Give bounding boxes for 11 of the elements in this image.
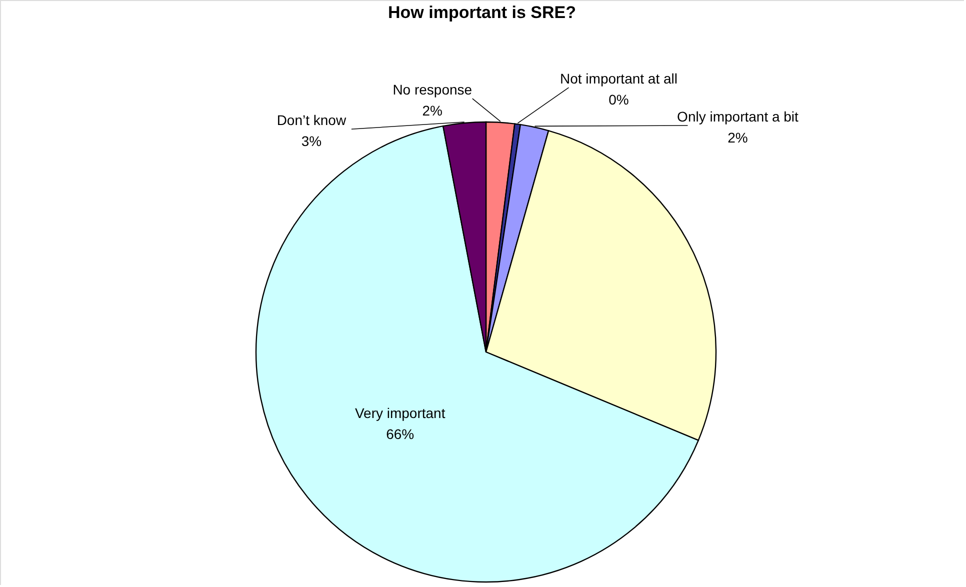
data-label: 3% <box>301 133 322 150</box>
data-label: 2% <box>728 130 748 146</box>
slice-label: No response <box>392 82 472 98</box>
slice-label: Don’t know <box>276 112 347 128</box>
slice-label: Not important at all <box>560 70 678 87</box>
slice-label: Very important <box>354 404 446 421</box>
slice-label: Only important a bit <box>677 108 799 125</box>
data-label: 66% <box>386 426 414 442</box>
data-label: 2% <box>422 102 443 119</box>
chart-title: How important is SRE? <box>388 3 576 22</box>
data-label: 0% <box>608 92 629 108</box>
